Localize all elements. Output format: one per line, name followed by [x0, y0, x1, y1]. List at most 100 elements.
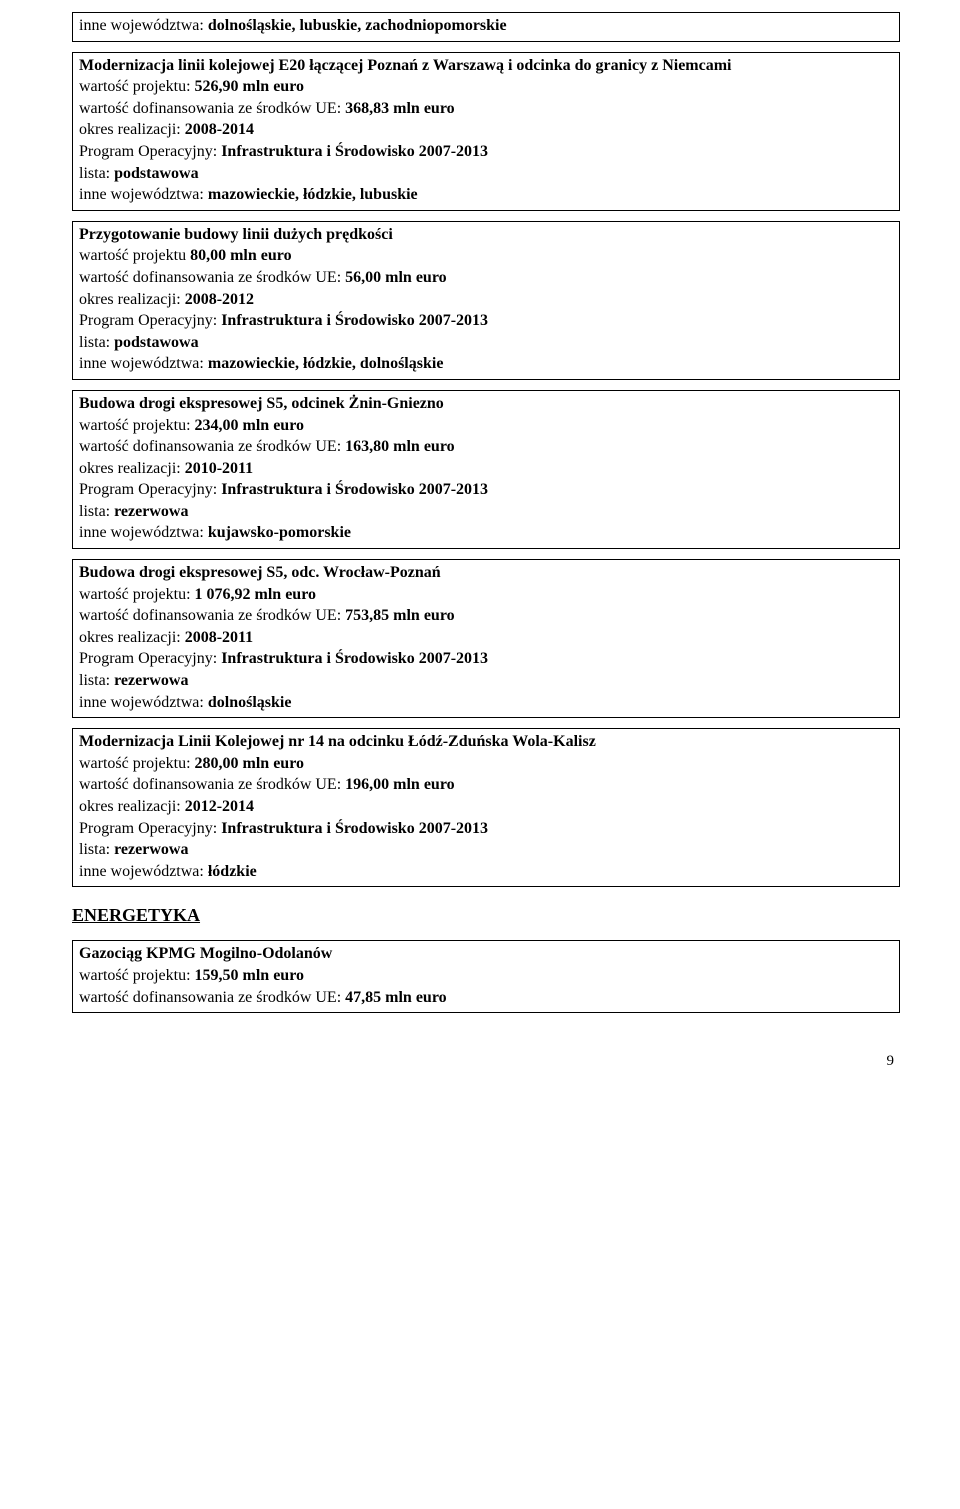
- text-line: lista: podstawowa: [79, 163, 893, 185]
- label-prefix: Program Operacyjny:: [79, 820, 221, 837]
- box-prev-continuation: inne województwa: dolnośląskie, lubuskie…: [72, 12, 900, 42]
- value-bold: 2012-2014: [185, 798, 254, 815]
- project-title: Gazociąg KPMG Mogilno-Odolanów: [79, 943, 893, 965]
- label-prefix: lista:: [79, 841, 114, 858]
- value-bold: podstawowa: [114, 334, 198, 351]
- value-bold: 2008-2012: [185, 291, 254, 308]
- project-box: Modernizacja linii kolejowej E20 łączące…: [72, 52, 900, 211]
- label-prefix: inne województwa:: [79, 694, 208, 711]
- value-bold: 163,80 mln euro: [345, 438, 454, 455]
- project-box: Budowa drogi ekspresowej S5, odc. Wrocła…: [72, 559, 900, 718]
- label-prefix: okres realizacji:: [79, 121, 185, 138]
- value-bold: dolnośląskie, lubuskie, zachodniopomorsk…: [208, 17, 507, 34]
- value-bold: mazowieckie, łódzkie, lubuskie: [208, 186, 418, 203]
- value-bold: 196,00 mln euro: [345, 776, 454, 793]
- project-box: Przygotowanie budowy linii dużych prędko…: [72, 221, 900, 380]
- section-heading-energetyka: ENERGETYKA: [72, 905, 900, 926]
- value-bold: rezerwowa: [114, 672, 188, 689]
- label-prefix: wartość projektu:: [79, 417, 195, 434]
- value-bold: 80,00 mln euro: [190, 247, 291, 264]
- text-line: Program Operacyjny: Infrastruktura i Śro…: [79, 310, 893, 332]
- project-title: Modernizacja linii kolejowej E20 łączące…: [79, 55, 893, 77]
- label-prefix: Program Operacyjny:: [79, 143, 221, 160]
- value-bold: Infrastruktura i Środowisko 2007-2013: [221, 820, 488, 837]
- project-box: Budowa drogi ekspresowej S5, odcinek Żni…: [72, 390, 900, 549]
- value-bold: dolnośląskie: [208, 694, 292, 711]
- text-line: inne województwa: kujawsko-pomorskie: [79, 522, 893, 544]
- text-line: wartość projektu: 1 076,92 mln euro: [79, 584, 893, 606]
- project-title: Modernizacja Linii Kolejowej nr 14 na od…: [79, 731, 893, 753]
- value-bold: 526,90 mln euro: [195, 78, 304, 95]
- label-prefix: wartość projektu:: [79, 586, 195, 603]
- value-bold: 234,00 mln euro: [195, 417, 304, 434]
- label-prefix: inne województwa:: [79, 17, 208, 34]
- value-bold: Infrastruktura i Środowisko 2007-2013: [221, 481, 488, 498]
- text-line: wartość projektu: 159,50 mln euro: [79, 965, 893, 987]
- label-prefix: inne województwa:: [79, 355, 208, 372]
- value-bold: mazowieckie, łódzkie, dolnośląskie: [208, 355, 444, 372]
- text-line: lista: rezerwowa: [79, 670, 893, 692]
- title-text: Modernizacja linii kolejowej E20 łączące…: [79, 57, 732, 74]
- text-line: inne województwa: dolnośląskie, lubuskie…: [79, 15, 893, 37]
- text-line: inne województwa: mazowieckie, łódzkie, …: [79, 353, 893, 375]
- text-line: wartość dofinansowania ze środków UE: 36…: [79, 98, 893, 120]
- text-line: wartość dofinansowania ze środków UE: 16…: [79, 436, 893, 458]
- label-prefix: wartość projektu:: [79, 967, 195, 984]
- page: inne województwa: dolnośląskie, lubuskie…: [0, 0, 960, 1110]
- value-bold: 2008-2014: [185, 121, 254, 138]
- text-line: Program Operacyjny: Infrastruktura i Śro…: [79, 479, 893, 501]
- value-bold: rezerwowa: [114, 503, 188, 520]
- text-line: wartość dofinansowania ze środków UE: 19…: [79, 774, 893, 796]
- title-text: Modernizacja Linii Kolejowej nr 14 na od…: [79, 733, 596, 750]
- value-bold: 1 076,92 mln euro: [195, 586, 316, 603]
- value-bold: 159,50 mln euro: [195, 967, 304, 984]
- label-prefix: Program Operacyjny:: [79, 481, 221, 498]
- text-line: wartość dofinansowania ze środków UE: 75…: [79, 605, 893, 627]
- text-line: wartość projektu: 526,90 mln euro: [79, 76, 893, 98]
- text-line: wartość projektu: 280,00 mln euro: [79, 753, 893, 775]
- label-prefix: okres realizacji:: [79, 798, 185, 815]
- text-line: Program Operacyjny: Infrastruktura i Śro…: [79, 818, 893, 840]
- label-prefix: Program Operacyjny:: [79, 650, 221, 667]
- value-bold: 56,00 mln euro: [345, 269, 446, 286]
- label-prefix: lista:: [79, 503, 114, 520]
- title-text: Przygotowanie budowy linii dużych prędko…: [79, 226, 393, 243]
- value-bold: Infrastruktura i Środowisko 2007-2013: [221, 143, 488, 160]
- text-line: okres realizacji: 2012-2014: [79, 796, 893, 818]
- label-prefix: wartość dofinansowania ze środków UE:: [79, 776, 345, 793]
- label-prefix: wartość projektu:: [79, 78, 195, 95]
- text-line: lista: podstawowa: [79, 332, 893, 354]
- label-prefix: wartość dofinansowania ze środków UE:: [79, 438, 345, 455]
- page-number: 9: [72, 1053, 900, 1070]
- text-line: okres realizacji: 2010-2011: [79, 458, 893, 480]
- value-bold: kujawsko-pomorskie: [208, 524, 351, 541]
- value-bold: 47,85 mln euro: [345, 989, 446, 1006]
- label-prefix: wartość projektu: [79, 247, 190, 264]
- text-line: inne województwa: łódzkie: [79, 861, 893, 883]
- text-line: wartość projektu: 234,00 mln euro: [79, 415, 893, 437]
- project-title: Budowa drogi ekspresowej S5, odc. Wrocła…: [79, 562, 893, 584]
- value-bold: łódzkie: [208, 863, 257, 880]
- text-line: inne województwa: mazowieckie, łódzkie, …: [79, 184, 893, 206]
- value-bold: 368,83 mln euro: [345, 100, 454, 117]
- label-prefix: wartość projektu:: [79, 755, 195, 772]
- label-prefix: okres realizacji:: [79, 629, 185, 646]
- title-text: Budowa drogi ekspresowej S5, odcinek Żni…: [79, 395, 444, 412]
- text-line: wartość projektu 80,00 mln euro: [79, 245, 893, 267]
- label-prefix: wartość dofinansowania ze środków UE:: [79, 989, 345, 1006]
- label-prefix: Program Operacyjny:: [79, 312, 221, 329]
- text-line: Program Operacyjny: Infrastruktura i Śro…: [79, 141, 893, 163]
- label-prefix: wartość dofinansowania ze środków UE:: [79, 100, 345, 117]
- value-bold: 2010-2011: [185, 460, 253, 477]
- label-prefix: okres realizacji:: [79, 291, 185, 308]
- label-prefix: wartość dofinansowania ze środków UE:: [79, 269, 345, 286]
- text-line: Program Operacyjny: Infrastruktura i Śro…: [79, 648, 893, 670]
- project-title: Budowa drogi ekspresowej S5, odcinek Żni…: [79, 393, 893, 415]
- label-prefix: wartość dofinansowania ze środków UE:: [79, 607, 345, 624]
- value-bold: podstawowa: [114, 165, 198, 182]
- value-bold: rezerwowa: [114, 841, 188, 858]
- label-prefix: inne województwa:: [79, 863, 208, 880]
- value-bold: Infrastruktura i Środowisko 2007-2013: [221, 650, 488, 667]
- project-box: Modernizacja Linii Kolejowej nr 14 na od…: [72, 728, 900, 887]
- text-line: okres realizacji: 2008-2012: [79, 289, 893, 311]
